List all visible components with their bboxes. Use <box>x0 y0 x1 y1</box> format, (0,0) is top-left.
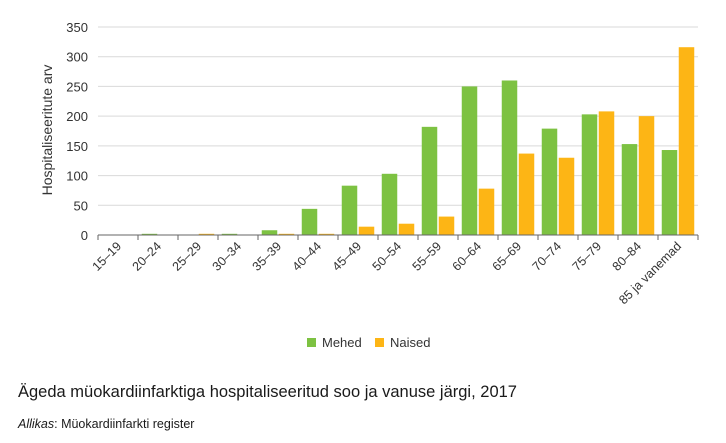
bar-mehed-11 <box>541 128 558 235</box>
bar-naised-7 <box>398 223 415 235</box>
bar-naised-13 <box>638 116 655 235</box>
source-text: : Müokardiinfarkti register <box>54 417 195 431</box>
source-label: Allikas <box>18 417 55 431</box>
x-axis-ticks: 15–19 20–24 25–29 30–34 35–39 40–44 45–49 50–54… <box>90 235 699 307</box>
y-axis-label: Hospitaliseeritute arv <box>39 65 55 196</box>
bar-mehed-6 <box>341 185 358 235</box>
bar-mehed-7 <box>381 173 398 235</box>
y-tick-label: 100 <box>66 169 88 184</box>
y-tick-label: 50 <box>74 198 88 213</box>
bar-mehed-4 <box>261 230 278 235</box>
bar-naised-14 <box>678 47 695 235</box>
bar-mehed-12 <box>581 114 598 235</box>
x-tick-label: 35–39 <box>250 239 285 274</box>
bars <box>141 47 695 235</box>
bar-mehed-14 <box>661 150 678 235</box>
x-tick-label: 15–19 <box>90 239 125 274</box>
bar-mehed-9 <box>461 86 478 235</box>
x-tick-label: 60–64 <box>450 239 485 274</box>
y-tick-label: 200 <box>66 109 88 124</box>
bar-naised-9 <box>478 188 495 235</box>
x-tick-label: 30–34 <box>210 239 245 274</box>
legend-swatch-mehed <box>307 338 316 347</box>
bar-mehed-10 <box>501 80 518 235</box>
x-tick-label: 50–54 <box>370 239 405 274</box>
x-tick-label: 45–49 <box>330 239 365 274</box>
bar-naised-10 <box>518 153 535 235</box>
legend-label-mehed: Mehed <box>322 335 362 350</box>
bar-naised-5 <box>318 233 335 235</box>
source-note: Allikas: Müokardiinfarkti register <box>18 417 194 431</box>
bar-naised-12 <box>598 111 615 235</box>
y-tick-label: 300 <box>66 50 88 65</box>
x-tick-label: 25–29 <box>170 239 205 274</box>
bar-naised-8 <box>438 216 455 235</box>
bar-mehed-1 <box>141 233 158 235</box>
y-tick-label: 250 <box>66 79 88 94</box>
legend-label-naised: Naised <box>390 335 430 350</box>
x-tick-label: 70–74 <box>530 239 565 274</box>
y-axis-ticks: 0 50 100 150 200 250 300 350 <box>66 20 88 243</box>
gridlines <box>98 26 698 206</box>
bar-mehed-13 <box>621 144 638 235</box>
x-tick-label: 75–79 <box>570 239 605 274</box>
legend: Mehed Naised <box>307 335 430 350</box>
bar-mehed-8 <box>421 126 438 235</box>
x-tick-label: 20–24 <box>130 239 165 274</box>
bar-chart: 0 50 100 150 200 250 300 350 Hospitaliseeritute… <box>39 20 699 350</box>
y-tick-label: 350 <box>66 20 88 35</box>
bar-mehed-5 <box>301 208 318 235</box>
chart-caption: Ägeda müokardiinfarktiga hospitaliseerit… <box>18 383 517 401</box>
bar-naised-4 <box>278 233 295 235</box>
x-tick-label: 65–69 <box>490 239 525 274</box>
bar-mehed-3 <box>221 233 238 235</box>
y-tick-label: 150 <box>66 139 88 154</box>
bar-naised-11 <box>558 157 575 235</box>
y-tick-label: 0 <box>81 228 88 243</box>
bar-naised-6 <box>358 226 375 235</box>
x-tick-label: 80–84 <box>610 239 645 274</box>
bar-naised-2 <box>198 233 215 235</box>
legend-swatch-naised <box>375 338 384 347</box>
x-tick-label: 40–44 <box>290 239 325 274</box>
x-tick-label: 55–59 <box>410 239 445 274</box>
